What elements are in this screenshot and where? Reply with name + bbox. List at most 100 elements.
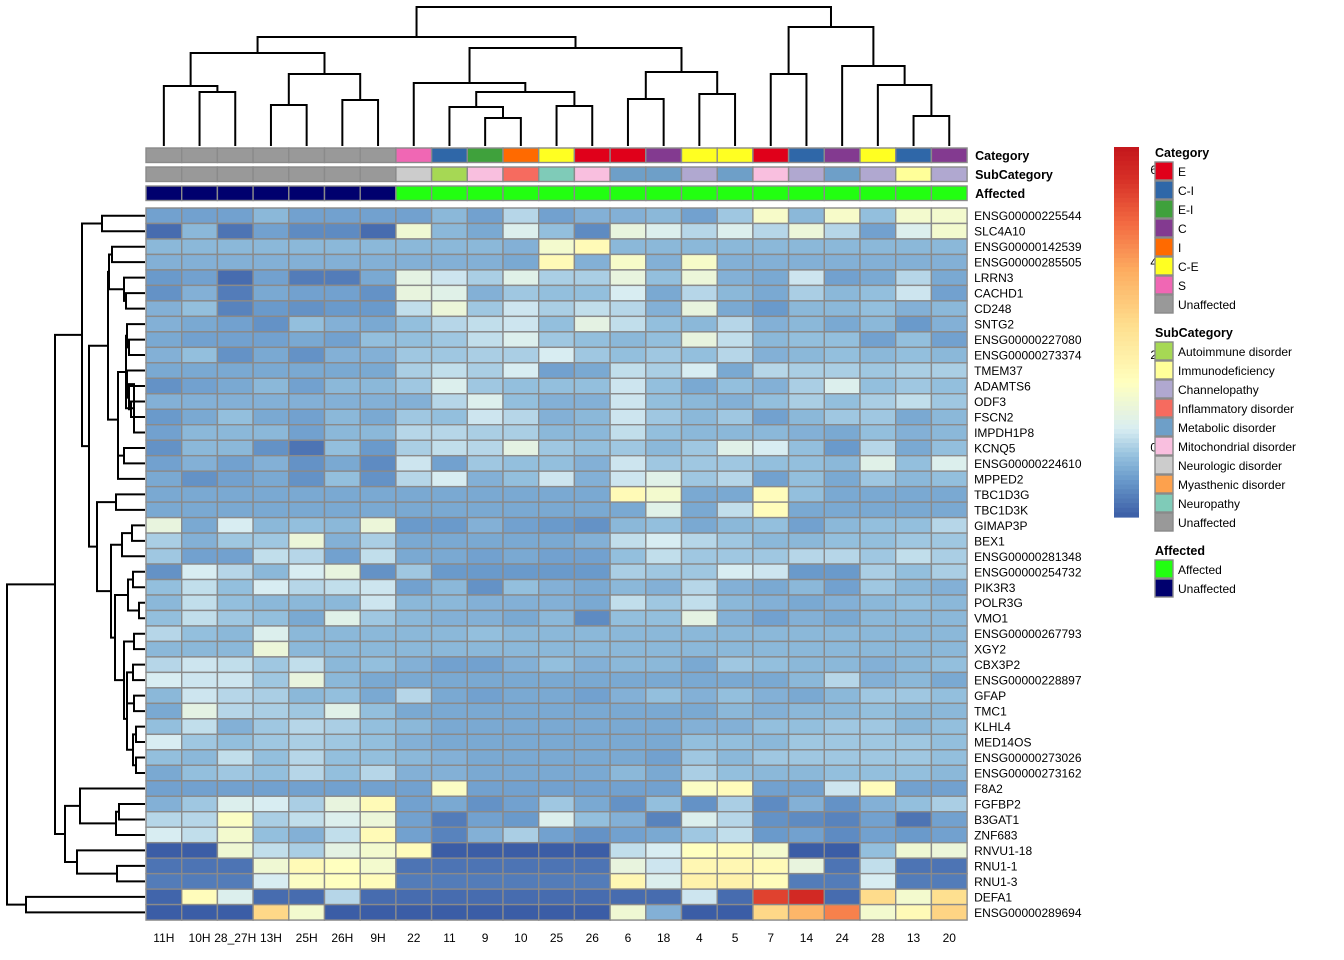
row-label: CACHD1 [974,287,1024,301]
annotation-cell [752,185,790,202]
heatmap-cell [859,671,897,689]
heatmap-cell [359,671,397,689]
heatmap-cell [930,408,968,426]
annotation-cell [930,147,968,164]
heatmap-cell [538,439,576,457]
heatmap-cell [716,439,754,457]
heatmap-cell [395,222,433,240]
dendrogram-branch [107,270,118,421]
legend-swatch [1154,474,1174,494]
heatmap-cell [430,269,469,287]
heatmap-cell [752,903,790,921]
legend-swatch [1154,417,1174,437]
heatmap-cell [573,454,611,472]
annotation-legends: Category E C-I E-I CI C-E S Unaffected SubCatego… [1154,146,1296,598]
heatmap-cell [573,284,611,302]
heatmap-cell [859,516,897,534]
heatmap-cell [609,687,647,705]
heatmap-cell [930,393,968,410]
annotation-cell [180,185,219,202]
heatmap-cell [787,671,825,689]
dendrogram-branch [96,501,116,593]
heatmap-cell [823,346,861,364]
heatmap-cell [787,640,825,658]
heatmap-cell [895,269,933,287]
column-label: 4 [696,931,703,945]
heatmap-cell [145,238,183,256]
heatmap-cell [716,424,754,441]
heatmap-cell [359,284,397,302]
heatmap-cell [323,238,361,256]
heatmap-cell [502,516,540,534]
heatmap-cell [216,331,254,349]
color-scale-segment [1114,429,1139,435]
heatmap-cell [930,826,968,844]
heatmap-cell [323,501,361,519]
heatmap-cell [323,609,361,627]
column-label: 14 [800,931,814,945]
row-label: ENSG00000289694 [974,906,1082,920]
heatmap-cell [787,346,825,364]
heatmap-cell [716,516,754,534]
heatmap-cell [288,253,326,271]
heatmap-cell [538,718,576,736]
heatmap-cell [645,733,683,751]
heatmap-cell [680,733,718,751]
heatmap-cell [502,671,540,689]
annotation-cell [502,185,540,202]
heatmap-cell [573,393,611,410]
heatmap-cell [216,284,254,302]
color-scale-segment [1114,271,1139,278]
heatmap-cell [180,532,219,550]
heatmap-cell [573,888,611,906]
heatmap-cell [538,702,576,720]
row-label: RNVU1-18 [974,844,1032,858]
heatmap-cell [538,671,576,689]
annotation-cell [716,166,754,183]
heatmap-cell [823,485,861,503]
heatmap-cell [716,718,754,736]
annotation-cell [752,147,790,164]
color-scale-segment [1114,281,1139,287]
heatmap-cell [430,454,469,472]
heatmap-cell [288,424,326,441]
heatmap-cell [252,872,290,890]
heatmap-cell [573,640,611,658]
heatmap-cell [288,362,326,379]
heatmap-cell [180,780,219,797]
column-label: 20 [943,931,957,945]
heatmap-cell [252,594,290,612]
heatmap-cell [752,826,790,844]
heatmap-cell [609,888,647,906]
color-scale-segment [1114,419,1139,426]
heatmap-cell [823,300,861,318]
heatmap-cell [823,424,861,441]
column-label: 6 [625,931,632,945]
heatmap-cell [823,439,861,457]
column-dendrogram [162,6,951,146]
heatmap-cell [288,269,326,287]
heatmap-cell [609,563,647,581]
heatmap-cell [395,424,433,441]
heatmap-cell [716,625,754,643]
heatmap-cell [609,362,647,379]
heatmap-cell [216,640,254,658]
heatmap-cell [216,671,254,689]
heatmap-cell [930,516,968,534]
color-scale-segment [1114,216,1139,222]
heatmap-cell [430,424,469,441]
heatmap-cell [466,222,504,240]
heatmap-cell [645,826,683,844]
heatmap-cell [823,393,861,410]
heatmap-cell [180,454,219,472]
heatmap-cell [859,625,897,643]
dendrogram-branch [110,543,122,639]
heatmap-cell [680,501,718,519]
heatmap-cell [466,284,504,302]
heatmap-cell [609,718,647,736]
heatmap-cell [859,687,897,705]
heatmap-cell [752,222,790,240]
heatmap-cell [859,733,897,751]
dendrogram-branch [269,104,308,146]
